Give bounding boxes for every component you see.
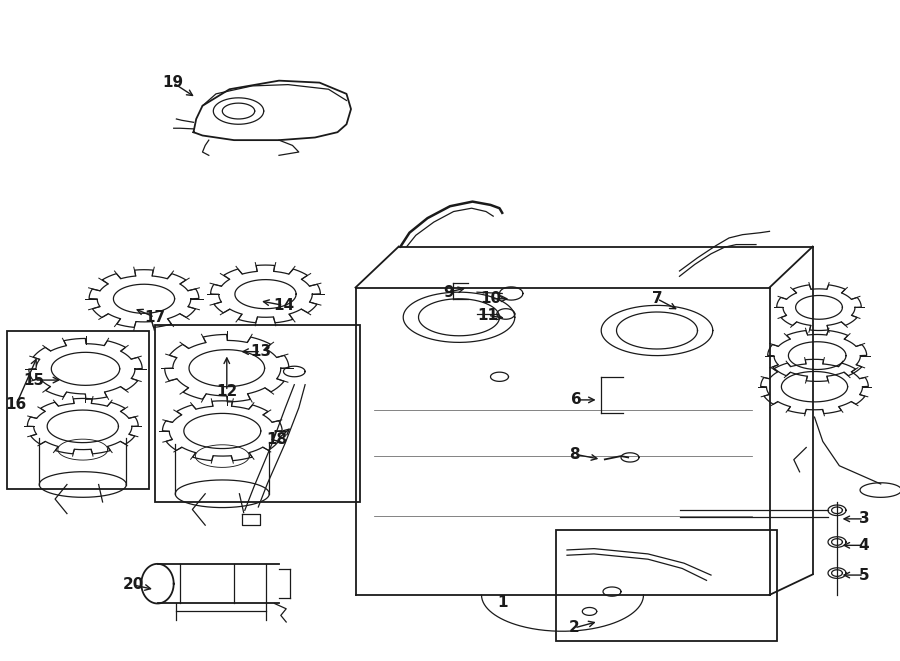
Text: 1: 1 xyxy=(497,596,508,610)
Text: 4: 4 xyxy=(859,538,869,553)
Bar xyxy=(155,325,360,502)
Text: 5: 5 xyxy=(859,568,869,582)
Text: 19: 19 xyxy=(162,75,184,90)
Text: 20: 20 xyxy=(122,578,144,592)
Text: 15: 15 xyxy=(23,373,45,387)
Text: 17: 17 xyxy=(144,310,166,325)
Text: 13: 13 xyxy=(250,344,272,359)
Text: 14: 14 xyxy=(273,298,294,313)
Bar xyxy=(7,330,149,489)
Bar xyxy=(556,530,777,641)
Text: 6: 6 xyxy=(571,393,581,407)
Text: 8: 8 xyxy=(569,447,580,461)
Text: 3: 3 xyxy=(859,512,869,526)
Text: 10: 10 xyxy=(480,292,501,306)
Text: 18: 18 xyxy=(266,432,288,447)
Text: 12: 12 xyxy=(216,384,238,399)
Text: 16: 16 xyxy=(5,397,27,412)
Text: 7: 7 xyxy=(652,292,662,306)
Text: 2: 2 xyxy=(569,621,580,635)
Text: 11: 11 xyxy=(477,308,499,323)
Text: 9: 9 xyxy=(443,285,454,299)
